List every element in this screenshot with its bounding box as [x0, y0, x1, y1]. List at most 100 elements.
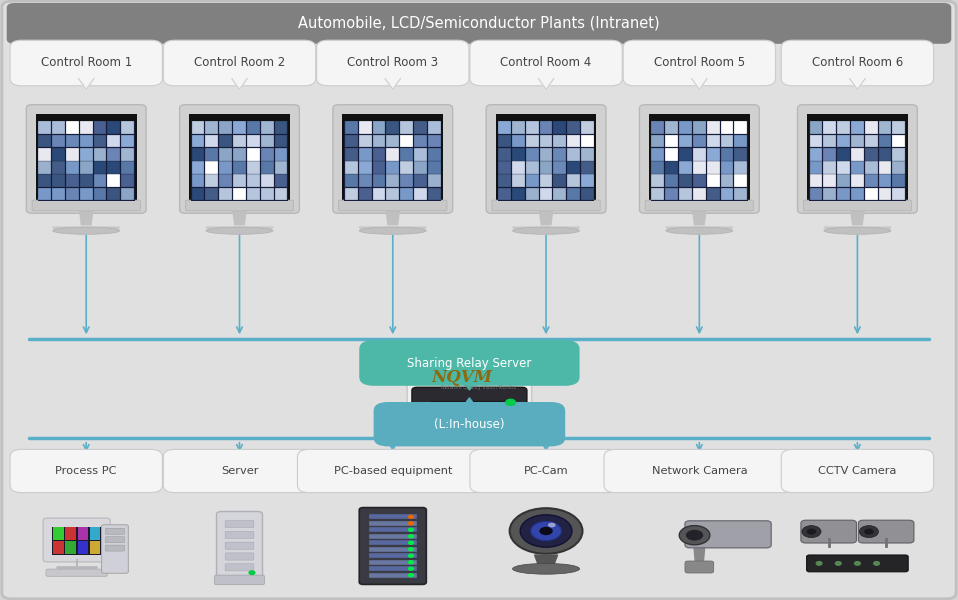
Circle shape	[816, 562, 822, 565]
FancyBboxPatch shape	[428, 175, 441, 187]
FancyBboxPatch shape	[261, 175, 274, 187]
FancyBboxPatch shape	[801, 520, 856, 543]
Circle shape	[520, 515, 572, 547]
FancyBboxPatch shape	[338, 200, 446, 211]
Polygon shape	[386, 210, 399, 225]
Ellipse shape	[206, 227, 273, 235]
FancyBboxPatch shape	[526, 161, 538, 174]
Circle shape	[408, 560, 413, 564]
FancyBboxPatch shape	[878, 148, 892, 161]
FancyBboxPatch shape	[233, 121, 246, 134]
FancyBboxPatch shape	[707, 161, 719, 174]
FancyBboxPatch shape	[878, 175, 892, 187]
FancyBboxPatch shape	[735, 161, 747, 174]
FancyBboxPatch shape	[498, 148, 511, 161]
FancyBboxPatch shape	[539, 134, 553, 147]
FancyBboxPatch shape	[512, 161, 525, 174]
FancyBboxPatch shape	[735, 121, 747, 134]
Polygon shape	[824, 227, 891, 232]
FancyBboxPatch shape	[345, 175, 357, 187]
FancyBboxPatch shape	[865, 175, 878, 187]
FancyBboxPatch shape	[693, 175, 706, 187]
FancyBboxPatch shape	[665, 134, 678, 147]
FancyBboxPatch shape	[66, 188, 79, 200]
FancyBboxPatch shape	[261, 121, 274, 134]
FancyBboxPatch shape	[651, 175, 664, 187]
FancyBboxPatch shape	[80, 161, 93, 174]
Text: PC-Cam: PC-Cam	[524, 466, 568, 476]
Text: Automobile, LCD/Semiconductor Plants (Intranet): Automobile, LCD/Semiconductor Plants (In…	[298, 16, 660, 31]
FancyBboxPatch shape	[219, 121, 232, 134]
FancyBboxPatch shape	[491, 200, 600, 211]
FancyBboxPatch shape	[80, 148, 93, 161]
FancyBboxPatch shape	[685, 521, 771, 548]
FancyBboxPatch shape	[893, 148, 905, 161]
FancyBboxPatch shape	[781, 40, 933, 86]
FancyBboxPatch shape	[582, 161, 594, 174]
FancyBboxPatch shape	[781, 449, 933, 493]
Polygon shape	[538, 79, 554, 89]
FancyBboxPatch shape	[512, 148, 525, 161]
FancyBboxPatch shape	[803, 200, 911, 211]
Text: Control Room 1: Control Room 1	[40, 56, 132, 70]
FancyBboxPatch shape	[52, 188, 65, 200]
FancyBboxPatch shape	[52, 134, 65, 147]
FancyBboxPatch shape	[539, 121, 553, 134]
FancyBboxPatch shape	[219, 161, 232, 174]
Polygon shape	[693, 210, 706, 225]
Polygon shape	[666, 227, 733, 232]
FancyBboxPatch shape	[851, 188, 864, 200]
Text: Network Camera: Network Camera	[651, 466, 747, 476]
Text: Control Room 2: Control Room 2	[194, 56, 285, 70]
FancyBboxPatch shape	[823, 148, 836, 161]
FancyBboxPatch shape	[247, 188, 260, 200]
FancyBboxPatch shape	[205, 161, 218, 174]
FancyBboxPatch shape	[358, 161, 372, 174]
FancyBboxPatch shape	[623, 40, 775, 86]
FancyBboxPatch shape	[498, 161, 511, 174]
FancyBboxPatch shape	[400, 175, 413, 187]
Circle shape	[802, 526, 821, 538]
FancyBboxPatch shape	[369, 533, 417, 539]
FancyBboxPatch shape	[107, 175, 121, 187]
Polygon shape	[53, 227, 120, 232]
FancyBboxPatch shape	[80, 188, 93, 200]
FancyBboxPatch shape	[693, 188, 706, 200]
FancyBboxPatch shape	[893, 175, 905, 187]
FancyBboxPatch shape	[400, 188, 413, 200]
FancyBboxPatch shape	[665, 121, 678, 134]
FancyBboxPatch shape	[851, 134, 864, 147]
FancyBboxPatch shape	[685, 561, 714, 573]
FancyBboxPatch shape	[52, 175, 65, 187]
FancyBboxPatch shape	[205, 188, 218, 200]
FancyBboxPatch shape	[66, 175, 79, 187]
FancyBboxPatch shape	[275, 161, 287, 174]
FancyBboxPatch shape	[693, 161, 706, 174]
FancyBboxPatch shape	[192, 175, 204, 187]
Circle shape	[874, 562, 879, 565]
Circle shape	[807, 529, 816, 535]
FancyBboxPatch shape	[80, 134, 93, 147]
FancyBboxPatch shape	[369, 521, 417, 526]
FancyBboxPatch shape	[567, 148, 581, 161]
FancyBboxPatch shape	[345, 188, 357, 200]
FancyBboxPatch shape	[52, 121, 65, 134]
FancyBboxPatch shape	[604, 449, 794, 493]
Polygon shape	[850, 79, 865, 89]
Circle shape	[548, 523, 556, 527]
FancyBboxPatch shape	[374, 402, 565, 446]
FancyBboxPatch shape	[567, 188, 581, 200]
FancyBboxPatch shape	[414, 188, 427, 200]
Circle shape	[408, 567, 413, 570]
FancyBboxPatch shape	[358, 148, 372, 161]
FancyBboxPatch shape	[496, 113, 596, 203]
FancyBboxPatch shape	[205, 148, 218, 161]
FancyBboxPatch shape	[225, 532, 254, 539]
FancyBboxPatch shape	[693, 121, 706, 134]
Circle shape	[531, 521, 561, 541]
FancyBboxPatch shape	[526, 134, 538, 147]
FancyBboxPatch shape	[679, 121, 692, 134]
FancyBboxPatch shape	[345, 121, 357, 134]
FancyBboxPatch shape	[809, 121, 905, 200]
FancyBboxPatch shape	[297, 449, 488, 493]
